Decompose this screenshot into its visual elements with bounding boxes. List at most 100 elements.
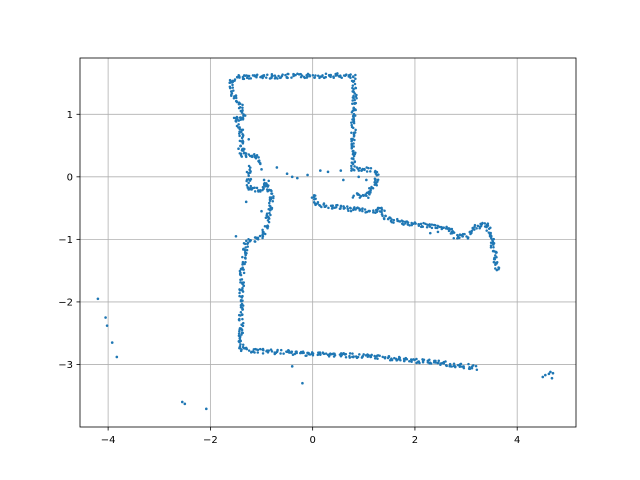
data-point: [231, 86, 234, 89]
data-point: [339, 204, 343, 208]
data-point: [240, 328, 244, 332]
data-point: [249, 77, 253, 80]
data-point: [228, 86, 232, 90]
data-point: [457, 236, 461, 240]
data-point: [234, 96, 238, 100]
data-point: [238, 291, 241, 295]
data-point: [492, 246, 495, 249]
data-point: [270, 206, 274, 210]
data-point: [246, 241, 250, 245]
data-point: [269, 348, 273, 351]
data-point: [271, 74, 274, 78]
data-point: [324, 72, 328, 76]
data-point: [486, 222, 490, 225]
data-point: [350, 169, 353, 172]
data-point: [239, 273, 243, 277]
data-point: [463, 232, 466, 236]
data-point: [352, 135, 356, 138]
data-point: [494, 251, 498, 254]
data-point: [365, 170, 369, 173]
data-point: [258, 234, 262, 238]
y-tick-label: 1: [67, 110, 73, 121]
data-point: [442, 362, 446, 365]
data-point: [267, 217, 271, 220]
data-point: [273, 77, 277, 80]
data-point: [374, 182, 378, 186]
data-point: [254, 156, 258, 160]
data-point: [349, 73, 352, 76]
data-point: [311, 74, 315, 77]
data-point: [485, 225, 489, 228]
data-point: [302, 351, 305, 355]
data-point: [386, 217, 390, 221]
data-point: [348, 206, 352, 210]
data-point: [329, 73, 332, 77]
data-point: [180, 400, 184, 404]
data-point: [470, 229, 474, 233]
data-point: [290, 175, 294, 179]
data-point: [354, 108, 357, 112]
data-point: [251, 186, 255, 190]
data-point: [239, 311, 243, 314]
data-point: [347, 209, 350, 212]
data-point: [242, 268, 245, 271]
data-point: [444, 363, 448, 367]
data-point: [494, 263, 497, 267]
data-point: [256, 237, 260, 241]
data-point: [247, 181, 250, 185]
data-point: [290, 365, 294, 368]
data-point: [353, 102, 356, 105]
data-point: [241, 303, 244, 307]
data-point: [279, 352, 282, 355]
data-point: [398, 220, 402, 223]
data-point: [361, 354, 364, 358]
data-point: [250, 350, 253, 354]
data-point: [339, 169, 343, 172]
y-tick-label: −1: [58, 235, 73, 246]
data-point: [241, 331, 244, 335]
data-point: [352, 194, 355, 198]
data-point: [243, 242, 247, 246]
data-point: [348, 352, 352, 355]
data-point: [352, 355, 355, 358]
data-point: [383, 357, 387, 360]
data-point: [465, 235, 468, 238]
data-point: [348, 354, 351, 358]
data-point: [405, 357, 409, 361]
data-point: [104, 316, 107, 319]
data-point: [306, 173, 309, 177]
data-point: [365, 178, 368, 182]
data-point: [235, 116, 239, 120]
data-point: [372, 211, 375, 214]
data-point: [247, 349, 251, 352]
data-point: [243, 114, 247, 117]
data-point: [350, 142, 353, 146]
data-point: [492, 243, 495, 246]
data-point: [292, 74, 295, 77]
data-point: [319, 169, 322, 172]
data-point: [277, 74, 280, 78]
data-point: [406, 221, 410, 224]
data-point: [241, 128, 245, 132]
data-point: [267, 179, 270, 183]
data-point: [261, 185, 265, 189]
data-point: [267, 184, 270, 187]
data-point: [475, 368, 479, 372]
x-tick-label: −2: [203, 435, 218, 446]
data-point: [495, 255, 498, 259]
data-point: [294, 73, 297, 77]
data-point: [258, 159, 261, 162]
data-point: [379, 206, 383, 210]
data-point: [238, 105, 242, 109]
data-point: [549, 370, 552, 374]
data-point: [351, 84, 355, 87]
data-point: [268, 199, 272, 202]
data-point: [364, 354, 368, 357]
data-point: [241, 106, 244, 110]
data-point: [320, 205, 323, 209]
data-point: [406, 223, 410, 226]
data-point: [239, 343, 242, 346]
data-point: [492, 249, 495, 253]
data-point: [472, 364, 475, 367]
